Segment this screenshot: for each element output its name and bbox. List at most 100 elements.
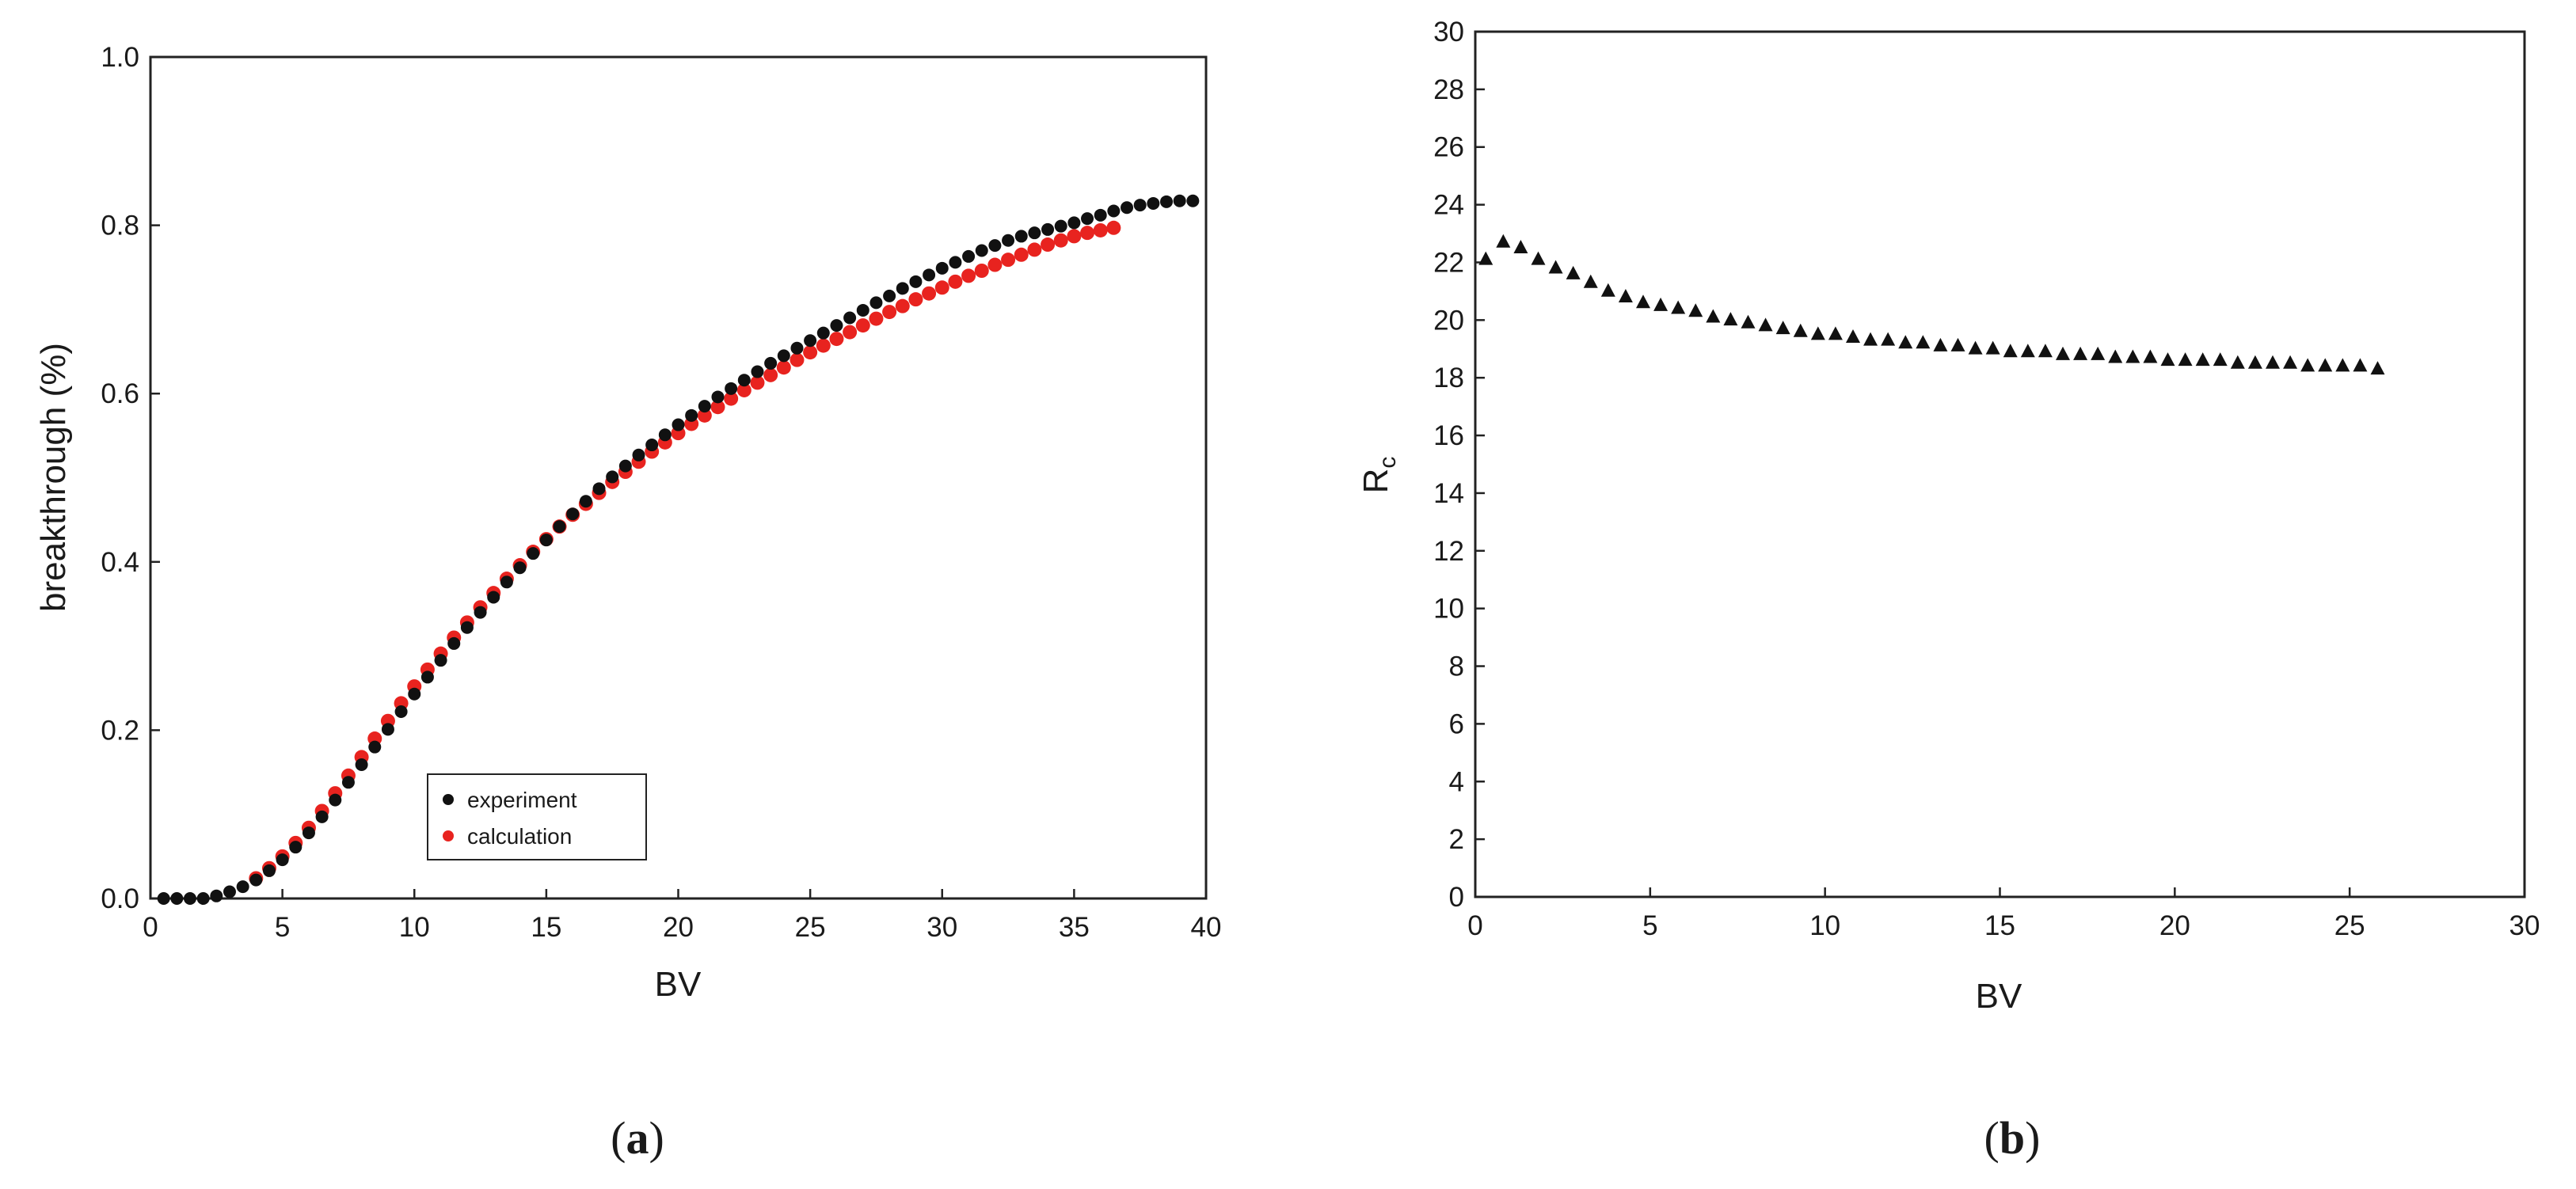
chart-b-y-tick-label: 22 (1433, 247, 1464, 278)
experiment-point (447, 636, 461, 650)
chart-a-y-tick-label: 0.6 (101, 378, 139, 409)
chart-a-x-tick-label: 10 (399, 912, 430, 943)
chart-a-panel-label: (a) (611, 1112, 664, 1164)
rc-triangle-point (1531, 251, 1546, 265)
experiment-point (236, 880, 249, 894)
chart-a-x-axis-label: BV (655, 965, 702, 1004)
experiment-point (949, 256, 962, 269)
experiment-point (1160, 195, 1174, 208)
experiment-point (618, 459, 632, 473)
experiment-point (816, 326, 830, 340)
calculation-point (816, 338, 831, 353)
chart-a-plot-frame (149, 55, 1208, 900)
calculation-point (1053, 233, 1068, 248)
chart-a-legend: experiment calculation (427, 773, 647, 860)
chart-b-x-tick-label: 15 (1984, 910, 2015, 941)
experiment-point (883, 289, 896, 302)
rc-triangle-point (2056, 346, 2070, 360)
experiment-point (935, 261, 949, 275)
chart-b-x-tick-label: 25 (2334, 910, 2365, 941)
chart-b-tick-marks (1474, 30, 2526, 898)
rc-triangle-point (1741, 314, 1756, 329)
rc-triangle-point (1583, 274, 1598, 288)
experiment-point (804, 334, 817, 348)
experiment-point (196, 892, 210, 905)
chart-a-x-tick-label: 25 (795, 912, 826, 943)
chart-b-y-tick-label: 26 (1433, 132, 1464, 163)
legend-experiment-marker (443, 794, 454, 805)
chart-b-y-axis-label: Rc (1356, 457, 1401, 494)
chart-b-y-tick-label: 18 (1433, 363, 1464, 393)
chart-a-x-tick-label: 40 (1191, 912, 1222, 943)
experiment-point (355, 758, 368, 771)
experiment-point (1067, 216, 1081, 230)
experiment-point (341, 776, 355, 789)
rc-triangle-point (1566, 265, 1581, 279)
chart-a-tick-labels: 0 5 10 15 20 25 30 35 40 0.0 0.2 0.4 0.6 0.8 1.0 (101, 42, 1221, 943)
calculation-point (1027, 242, 1042, 257)
calculation-point (736, 382, 751, 397)
chart-b-x-tick-label: 5 (1642, 910, 1657, 941)
rc-triangle-point (1846, 329, 1860, 343)
experiment-point (1186, 194, 1200, 207)
experiment-point (289, 841, 302, 854)
chart-b-points (1478, 234, 2385, 375)
experiment-point (434, 654, 447, 667)
experiment-point (777, 349, 790, 363)
rc-triangle-point (2003, 344, 2018, 358)
experiment-point (962, 249, 976, 263)
rc-triangle-point (1828, 326, 1843, 340)
calculation-point (855, 318, 870, 333)
chart-b-x-axis-label: BV (1976, 977, 2022, 1016)
rc-triangle-point (1653, 297, 1669, 311)
experiment-point (1081, 212, 1094, 226)
experiment-point (1014, 230, 1028, 243)
experiment-point (923, 268, 936, 282)
experiment-point (539, 534, 553, 547)
chart-a-points (157, 194, 1200, 905)
calculation-point (882, 305, 897, 320)
chart-a-y-tick-label: 0.4 (101, 547, 139, 578)
rc-triangle-point (2143, 349, 2158, 363)
experiment-point (262, 864, 276, 877)
rc-triangle-point (1916, 335, 1931, 349)
chart-b-y-tick-label: 16 (1433, 420, 1464, 451)
calculation-point (1080, 226, 1095, 241)
experiment-point (896, 282, 909, 295)
legend-calculation-marker (443, 830, 454, 841)
experiment-point (394, 705, 408, 719)
chart-b-y-tick-label: 6 (1449, 708, 1464, 739)
rc-triangle-point (2108, 349, 2123, 363)
rc-triangle-point (1723, 312, 1738, 326)
experiment-point (302, 826, 315, 840)
rc-triangle-point (1950, 337, 1965, 351)
calculation-point (908, 292, 923, 307)
rc-triangle-point (1671, 300, 1686, 314)
rc-triangle-point (2300, 358, 2315, 372)
experiment-point (170, 892, 184, 905)
experiment-point (672, 418, 685, 431)
chart-a-y-tick-label: 1.0 (101, 42, 139, 73)
experiment-point (1173, 194, 1186, 207)
experiment-point (711, 390, 725, 404)
calculation-point (895, 298, 910, 313)
experiment-point (830, 319, 843, 332)
chart-b-x-tick-label: 20 (2159, 910, 2190, 941)
rc-triangle-point (2178, 352, 2193, 367)
experiment-point (764, 356, 778, 370)
experiment-point (183, 892, 196, 905)
experiment-point (606, 470, 619, 484)
calculation-point (974, 264, 989, 279)
experiment-point (329, 793, 342, 807)
calculation-point (922, 286, 937, 301)
rc-triangle-point (2353, 358, 2368, 372)
legend-calculation-label: calculation (467, 824, 572, 849)
chart-b-x-tick-label: 0 (1467, 910, 1482, 941)
chart-b: 0 5 10 15 20 25 30024681012141618202224262830 … (1356, 17, 2540, 1164)
chart-b-y-tick-label: 10 (1433, 594, 1464, 625)
chart-a-y-tick-label: 0.2 (101, 715, 139, 746)
calculation-point (1093, 222, 1108, 237)
chart-b-plot-frame (1474, 30, 2526, 898)
rc-triangle-point (1600, 283, 1615, 297)
